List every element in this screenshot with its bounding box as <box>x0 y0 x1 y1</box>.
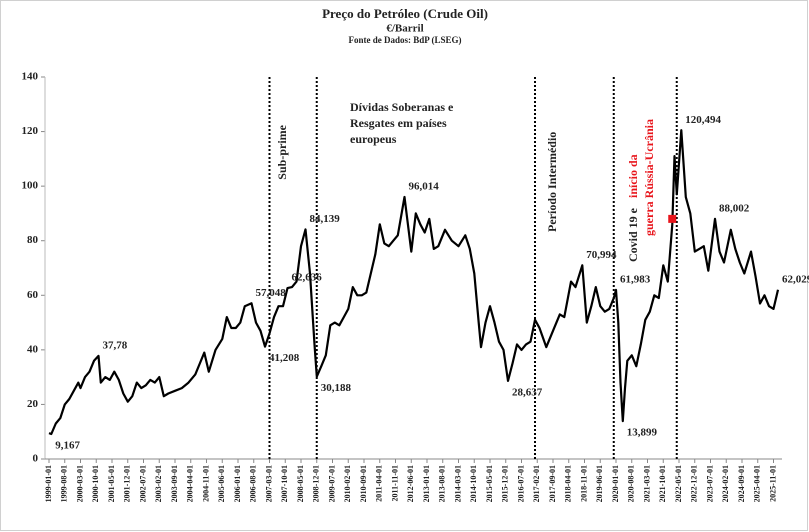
x-tick-label: 2018-04-01 <box>564 465 573 502</box>
x-tick-label: 2003-09-01 <box>170 465 179 502</box>
x-tick-label: 2008-05-01 <box>296 465 305 502</box>
annotation: Dívidas Soberanas e <box>350 100 454 114</box>
x-tick-label: 2004-11-01 <box>201 465 210 502</box>
x-tick-label: 1999-08-01 <box>60 465 69 502</box>
y-tick-label: 0 <box>33 453 39 465</box>
x-tick-label: 2010-02-01 <box>343 465 352 502</box>
x-tick-label: 2016-07-01 <box>516 465 525 502</box>
x-tick-label: 2010-09-01 <box>359 465 368 502</box>
x-tick-label: 2012-06-01 <box>406 465 415 502</box>
x-tick-label: 2019-06-01 <box>595 465 604 502</box>
value-label: 88,002 <box>719 202 750 214</box>
x-tick-label: 2014-10-01 <box>469 465 478 502</box>
annotation: início da <box>626 154 640 198</box>
chart-subtitle: €/Barril <box>386 23 423 35</box>
x-tick-label: 2011-04-01 <box>375 465 384 502</box>
y-tick-label: 40 <box>27 343 39 355</box>
x-tick-label: 2005-06-01 <box>217 465 226 502</box>
x-tick-label: 2015-05-01 <box>485 465 494 502</box>
x-tick-label: 2018-11-01 <box>579 465 588 502</box>
value-label: 57,048 <box>256 287 287 299</box>
y-tick-label: 140 <box>22 71 39 83</box>
y-tick-label: 60 <box>27 289 39 301</box>
x-tick-label: 2002-07-01 <box>138 465 147 502</box>
x-tick-label: 2013-08-01 <box>438 465 447 502</box>
x-tick-label: 2021-03-01 <box>642 465 651 502</box>
value-label: 62,029 <box>782 273 809 285</box>
x-tick-label: 2001-05-01 <box>107 465 116 502</box>
x-tick-label: 2023-07-01 <box>705 465 714 502</box>
x-tick-label: 2011-11-01 <box>390 465 399 501</box>
x-tick-label: 2020-08-01 <box>627 465 636 502</box>
y-tick-label: 80 <box>27 234 39 246</box>
x-tick-label: 2000-10-01 <box>91 465 100 502</box>
value-label: 37,78 <box>103 339 128 351</box>
x-tick-label: 2000-03-01 <box>75 465 84 502</box>
x-tick-label: 2006-08-01 <box>249 465 258 502</box>
annotation: Sub-prime <box>275 124 289 179</box>
chart-source: Fonte de Dados: BdP (LSEG) <box>348 35 461 45</box>
value-label: 62,636 <box>292 272 323 284</box>
value-label: 28,637 <box>512 386 543 398</box>
value-label: 61,983 <box>620 273 651 285</box>
y-tick-label: 100 <box>22 180 39 192</box>
line <box>48 129 780 436</box>
x-tick-label: 2021-10-01 <box>658 465 667 502</box>
value-label: 9,167 <box>55 440 80 452</box>
annotation: europeus <box>350 132 397 146</box>
x-tick-label: 2024-09-01 <box>737 465 746 502</box>
value-label: 30,188 <box>321 382 352 394</box>
value-label: 13,899 <box>627 427 658 439</box>
x-tick-label: 2015-12-01 <box>501 465 510 502</box>
x-tick-label: 2007-10-01 <box>280 465 289 502</box>
x-tick-label: 2003-02-01 <box>154 465 163 502</box>
x-tick-label: 2017-02-01 <box>532 465 541 502</box>
annotation: Período Intermédio <box>545 132 559 232</box>
highlight-marker <box>668 214 677 223</box>
y-tick-label: 20 <box>27 398 39 410</box>
x-tick-label: 1999-01-01 <box>44 465 53 502</box>
x-tick-label: 2025-11-01 <box>768 465 777 502</box>
annotation: guerra Rússia-Ucrânia <box>642 119 656 236</box>
x-tick-label: 2006-01-01 <box>233 465 242 502</box>
x-tick-label: 2004-04-01 <box>186 465 195 502</box>
annotation: Resgates em países <box>350 116 447 130</box>
annotation: Covid 19 e <box>626 207 640 262</box>
value-label: 96,014 <box>409 181 440 193</box>
value-label: 84,139 <box>310 213 341 225</box>
x-tick-label: 2009-07-01 <box>327 465 336 502</box>
x-tick-label: 2020-01-01 <box>611 465 620 502</box>
x-tick-label: 2007-03-01 <box>264 465 273 502</box>
x-tick-label: 2022-05-01 <box>674 465 683 502</box>
x-tick-label: 2024-02-01 <box>721 465 730 502</box>
x-tick-label: 2017-09-01 <box>548 465 557 502</box>
x-tick-label: 2013-01-01 <box>422 465 431 502</box>
x-tick-label: 2014-03-01 <box>453 465 462 502</box>
value-label: 41,208 <box>269 352 300 364</box>
chart-title: Preço do Petróleo (Crude Oil) <box>322 6 488 21</box>
x-tick-label: 2025-04-01 <box>753 465 762 502</box>
value-label: 120,494 <box>685 114 721 126</box>
x-tick-label: 2001-12-01 <box>123 465 132 502</box>
value-label: 70,994 <box>586 249 617 261</box>
x-tick-label: 2022-12-01 <box>690 465 699 502</box>
x-tick-label: 2008-12-01 <box>312 465 321 502</box>
y-tick-label: 120 <box>22 125 39 137</box>
